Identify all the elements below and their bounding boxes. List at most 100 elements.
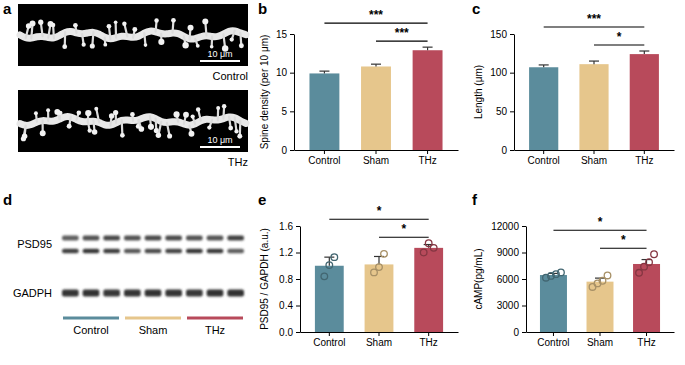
tick-mark <box>594 150 595 154</box>
y-axis: 030006000900012000 <box>491 221 526 338</box>
tick-label: Sham <box>587 337 613 348</box>
blot-band <box>227 290 244 297</box>
blot-band <box>227 249 244 254</box>
spine-head <box>148 124 154 130</box>
spine-head <box>51 23 55 27</box>
data-point <box>651 251 658 258</box>
axis-title: Length (μm) <box>473 65 484 119</box>
group-underline <box>63 317 119 320</box>
spine-head <box>82 43 86 47</box>
blot-row-label: PSD95 <box>17 238 52 250</box>
error-bar <box>423 47 433 50</box>
image-label: Control <box>213 70 248 82</box>
y-tick: 150 <box>490 29 514 40</box>
data-point <box>381 251 388 258</box>
y-tick: 100 <box>490 67 514 78</box>
x-tick: THz <box>420 332 438 348</box>
x-tick: Control <box>308 150 340 166</box>
spine-head <box>30 21 36 27</box>
spine-head <box>234 129 238 133</box>
spine-head <box>167 134 172 139</box>
spine-head <box>38 20 43 25</box>
spine-head <box>88 128 92 132</box>
group-underline <box>187 317 243 320</box>
tick-label: Sham <box>363 155 389 166</box>
tick-mark <box>510 34 514 35</box>
data-point <box>331 254 338 261</box>
data-point <box>420 249 427 256</box>
error-bar <box>589 61 599 64</box>
tick-label: 50 <box>496 106 508 117</box>
bar <box>315 266 344 332</box>
image-label: THz <box>228 156 248 168</box>
tick-label: THz <box>420 337 438 348</box>
spine-head <box>40 130 46 136</box>
tick-mark <box>296 279 300 280</box>
error-bar <box>539 65 549 67</box>
tick-label: THz <box>635 155 653 166</box>
y-tick: 50 <box>496 106 514 117</box>
x-tick: Sham <box>366 332 392 348</box>
panel-letter: c <box>472 0 480 17</box>
tick-label: 0.0 <box>279 327 293 338</box>
error-bar <box>371 64 381 66</box>
blot-band <box>207 236 224 241</box>
tick-mark <box>510 150 514 151</box>
significance-label: * <box>598 215 603 229</box>
tick-label: 0.4 <box>279 300 293 311</box>
significance-bracket <box>553 230 646 231</box>
spine-head <box>62 44 67 49</box>
tick-label: 1.6 <box>279 221 293 232</box>
data-point <box>430 245 437 252</box>
spine-head <box>46 108 50 112</box>
micrograph-background <box>18 4 248 66</box>
error-bar-cap <box>423 47 433 48</box>
tick-label: 5 <box>281 106 287 117</box>
tick-mark <box>510 73 514 74</box>
blot-band <box>165 249 182 254</box>
axis-line <box>294 35 295 151</box>
bar <box>587 282 614 332</box>
x-tick: THz <box>418 150 436 166</box>
spine-head <box>183 112 189 118</box>
bar <box>365 264 394 332</box>
tick-mark <box>296 306 300 307</box>
y-tick: 9000 <box>497 247 526 258</box>
blot-band <box>227 236 244 241</box>
tick-label: THz <box>637 337 655 348</box>
group-label: Sham <box>139 324 168 336</box>
group-label: THz <box>205 324 225 336</box>
error-bar-cap <box>324 257 334 258</box>
spine-head <box>156 133 161 138</box>
blot-band <box>207 249 224 254</box>
axis-line <box>526 227 527 333</box>
bar <box>529 67 558 150</box>
spine-head <box>67 124 72 129</box>
blot-band <box>62 249 79 254</box>
spine-head <box>210 45 214 49</box>
tick-label: Control <box>528 155 560 166</box>
spine-head <box>54 109 60 115</box>
scale-bar-label: 10 μm <box>207 49 232 59</box>
blot-band <box>186 290 203 297</box>
blot-bands <box>62 290 244 297</box>
y-tick: 5 <box>281 106 294 117</box>
tick-mark <box>290 34 294 35</box>
spine-head <box>154 18 158 22</box>
bar <box>579 64 608 150</box>
blot-row-label: GADPH <box>13 287 52 299</box>
tick-mark <box>296 332 300 333</box>
spine-head <box>230 37 234 41</box>
chart-panel: 051015ControlShamTHzSpine density (per 1… <box>259 8 459 166</box>
tick-mark <box>522 332 526 333</box>
spine-head <box>171 18 176 23</box>
axis-title: cAMP(pg/mL) <box>473 248 484 309</box>
blot-band <box>83 290 100 297</box>
x-tick: Control <box>528 150 560 166</box>
axis-line <box>300 227 301 333</box>
data-point <box>599 277 606 284</box>
tick-mark <box>522 226 526 227</box>
spine-head <box>113 110 118 115</box>
significance-label: * <box>617 30 622 44</box>
significance-bracket <box>600 248 647 249</box>
